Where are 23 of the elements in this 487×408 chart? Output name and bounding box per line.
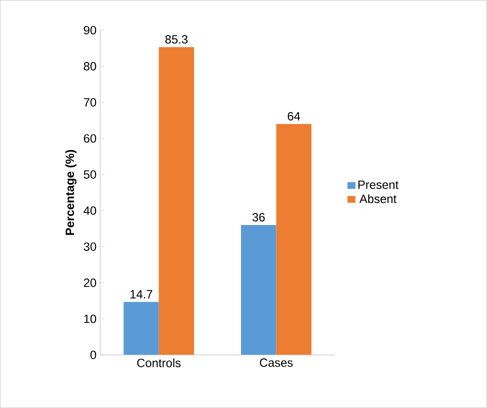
y-axis-title: Percentage (%)	[65, 150, 76, 235]
y-tick-label: 90	[84, 26, 96, 34]
bar	[241, 224, 276, 355]
bar	[158, 47, 194, 355]
y-tick-label: 10	[84, 314, 96, 324]
y-tick-label: 0	[90, 350, 96, 360]
bar	[276, 124, 312, 355]
data-label: 14.7	[130, 290, 152, 298]
data-label: 85.3	[165, 35, 188, 44]
y-tick-label: 80	[84, 62, 96, 70]
legend-label: Present	[358, 180, 398, 189]
x-tick-label: Cases	[260, 358, 293, 367]
y-tick-label: 40	[84, 206, 96, 215]
x-tick-label: Controls	[137, 358, 181, 368]
y-tick-label: 70	[84, 98, 96, 107]
y-tick-label: 50	[84, 170, 96, 179]
data-label: 36	[252, 213, 265, 222]
legend-label: Absent	[359, 194, 397, 204]
y-tick-label: 60	[84, 134, 96, 143]
data-label: 64	[288, 112, 300, 120]
bar	[124, 302, 159, 355]
y-tick-label: 30	[84, 242, 96, 251]
y-tick-label: 20	[84, 278, 96, 287]
